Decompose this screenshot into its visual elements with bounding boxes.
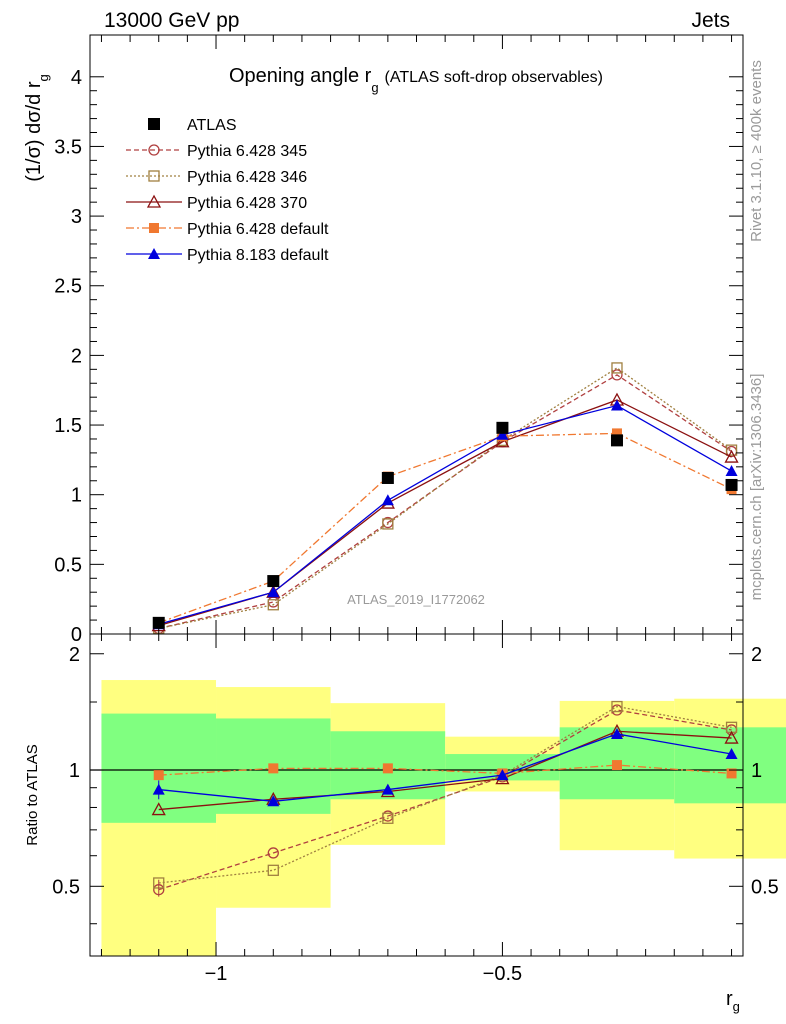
legend-label-pythia-6-428-346: Pythia 6.428 346: [187, 169, 307, 186]
main-ytick-label: 2.5: [54, 276, 82, 298]
ratio-point-pythia-8-183-default-5: [610, 727, 623, 739]
ratio-ylabel: Ratio to ATLAS: [24, 744, 41, 845]
main-point-atlas-6: [725, 478, 738, 491]
header-category: Jets: [691, 9, 730, 32]
legend-label-pythia-8-183-default: Pythia 8.183 default: [187, 247, 329, 264]
ratio-point-pythia-6-428-370-6: [724, 730, 739, 744]
main-line-pythia-6-428-346: [158, 367, 732, 630]
ratio-point-pythia-6-428-default-5: [611, 760, 622, 771]
main-ytick-label: 3: [71, 206, 82, 228]
ratio-ytick-label-right: 1: [751, 760, 762, 782]
main-point-pythia-6-428-346-3: [382, 518, 394, 530]
ratio-panel: 0.5 0.5 1 1 2 2 −1 −0.5 Ratio to ATLAS rg: [24, 633, 786, 1014]
main-ytick-label: 3.5: [54, 136, 82, 158]
main-ylabel-text: (1/σ) dσ/d r: [23, 81, 45, 182]
ratio-point-pythia-8-183-default-2: [267, 795, 280, 807]
main-point-atlas-1: [152, 616, 165, 629]
main-point-pythia-8-183-default-5: [610, 399, 623, 411]
ratio-point-pythia-6-428-346-3: [382, 812, 394, 824]
main-point-pythia-6-428-345-5: [611, 369, 623, 381]
x-axis-label: rg: [726, 988, 740, 1014]
svg-text:(1/σ) dσ/d rg: (1/σ) dσ/d rg: [23, 74, 51, 182]
main-panel: 00.511.522.533.54 Opening angle rg(ATLAS…: [23, 34, 744, 646]
main-point-pythia-8-183-default-6: [725, 465, 738, 477]
ratio-point-pythia-8-183-default-4: [496, 769, 509, 781]
plot-title: Opening angle rg (ATLAS soft-drop observa…: [229, 65, 603, 95]
legend-label-pythia-6-428-370: Pythia 6.428 370: [187, 195, 307, 212]
legend-marker-pythia-8-183-default: [148, 248, 160, 259]
ratio-point-pythia-6-428-346-2: [267, 864, 279, 876]
ratio-line-pythia-6-428-346: [158, 705, 732, 884]
main-point-atlas-5: [610, 434, 623, 447]
legend-marker-pythia-6-428-346: [148, 170, 160, 182]
legend-marker-pythia-6-428-default: [149, 223, 159, 233]
ratio-ytick-label-right: 2: [751, 644, 762, 666]
main-point-pythia-6-428-370-6: [724, 449, 739, 463]
main-line-pythia-6-428-default: [158, 432, 732, 624]
ratio-point-pythia-6-428-346-5: [611, 700, 623, 713]
legend-label-pythia-6-428-345: Pythia 6.428 345: [187, 143, 307, 160]
mcplots-label: mcplots.cern.ch [arXiv:1306.3436]: [748, 374, 765, 601]
main-point-pythia-8-183-default-3: [381, 494, 394, 506]
main-point-pythia-6-428-346-5: [611, 362, 623, 374]
legend-label-atlas: ATLAS: [187, 117, 237, 134]
x-axis-label-text: r: [726, 988, 733, 1010]
legend-marker-pythia-6-428-370: [146, 194, 162, 208]
ratio-point-pythia-6-428-default-1: [153, 770, 164, 781]
plot-title-note: (ATLAS soft-drop observables): [385, 69, 603, 86]
main-point-pythia-8-183-default-2: [267, 586, 280, 598]
x-axis-label-sub: g: [733, 999, 740, 1014]
ratio-line-pythia-8-183-default: [158, 733, 732, 802]
ratio-point-pythia-8-183-default-6: [725, 748, 738, 760]
ratio-xtick-label: −1: [205, 963, 228, 985]
main-point-pythia-6-428-370-4: [495, 434, 510, 448]
ratio-point-pythia-6-428-345-2: [267, 847, 279, 859]
main-point-atlas-2: [267, 575, 280, 588]
legend-label-pythia-6-428-default: Pythia 6.428 default: [187, 221, 329, 238]
main-point-pythia-6-428-346-6: [725, 444, 738, 456]
legend-marker-atlas: [148, 118, 160, 130]
legend-marker-pythia-6-428-345: [148, 144, 160, 156]
ratio-xtick-label: −0.5: [483, 963, 522, 985]
ratio-point-pythia-6-428-default-3: [382, 763, 393, 774]
main-ytick-label: 1.5: [54, 415, 82, 437]
ratio-point-pythia-6-428-370-1: [151, 802, 166, 816]
main-point-atlas-3: [381, 471, 394, 484]
main-ytick-label: 2: [71, 345, 82, 367]
main-ytick-label: 0.5: [54, 554, 82, 576]
ratio-line-pythia-6-428-345: [158, 709, 732, 891]
legend: ATLAS Pythia 6.428 345 Pythia 6.428 346 Pyt…: [126, 117, 329, 264]
main-ylabel: (1/σ) dσ/d rg: [23, 74, 51, 182]
plot-title-sub: g: [371, 80, 378, 95]
analysis-watermark: ATLAS_2019_I1772062: [347, 592, 485, 607]
ratio-point-pythia-8-183-default-3: [381, 783, 394, 795]
main-ytick-label: 1: [71, 485, 82, 507]
main-ylabel-sub: g: [36, 74, 51, 81]
rivet-version-label: Rivet 3.1.10, ≥ 400k events: [748, 60, 765, 242]
main-line-pythia-8-183-default: [158, 404, 732, 625]
main-point-pythia-6-428-default-5: [611, 428, 622, 439]
ratio-point-pythia-6-428-default-6: [726, 768, 737, 779]
ratio-band-green-6: [674, 727, 786, 804]
main-ytick-label: 4: [71, 67, 82, 89]
main-point-pythia-8-183-default-4: [496, 428, 509, 440]
ratio-ytick-label-right: 0.5: [751, 876, 779, 898]
ratio-ytick-label: 1: [69, 760, 80, 782]
plot-title-main: Opening angle r: [229, 65, 372, 87]
main-line-pythia-6-428-345: [158, 374, 732, 630]
ratio-line-pythia-6-428-370: [158, 730, 732, 811]
main-point-atlas-4: [496, 421, 509, 434]
ratio-point-pythia-6-428-default-2: [268, 763, 279, 774]
main-point-pythia-6-428-346-2: [267, 599, 279, 611]
main-ytick-label: 0: [71, 624, 82, 646]
ratio-ytick-label: 0.5: [52, 876, 80, 898]
header-process: 13000 GeV pp: [104, 9, 239, 32]
ratio-ytick-label: 2: [69, 644, 80, 666]
